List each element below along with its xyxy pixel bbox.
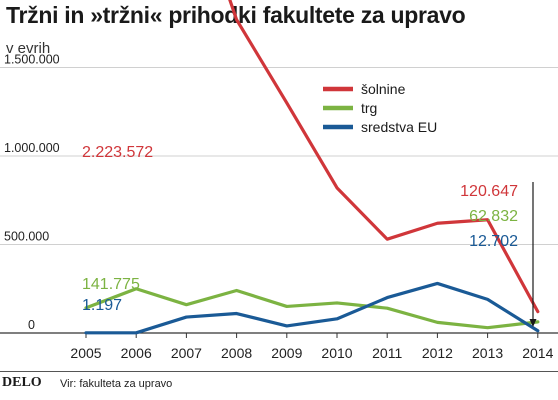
x-tick-label: 2007 <box>171 345 202 361</box>
data-label-last-trg: 62.832 <box>469 208 518 225</box>
grid-layer: 0500.0001.000.0001.500.0002.000.0002.500… <box>0 53 558 361</box>
y-tick-label: 1.000.000 <box>4 141 60 155</box>
x-tick-label: 2014 <box>522 345 553 361</box>
data-label-last-solnine: 120.647 <box>460 183 518 200</box>
y-tick-label: 0 <box>28 318 35 332</box>
legend-label-solnine: šolnine <box>361 81 406 97</box>
unit-label: v evrih <box>6 40 51 57</box>
data-labels: 2.223.572 141.775 1.197 120.647 62.832 12.702 <box>82 144 518 314</box>
x-tick-label: 2013 <box>472 345 503 361</box>
x-tick-label: 2012 <box>422 345 453 361</box>
series-line-sredstva_eu <box>84 281 540 335</box>
legend: šolnine trg sredstva EU <box>323 81 437 135</box>
x-tick-label: 2009 <box>271 345 302 361</box>
x-tick-label: 2005 <box>70 345 101 361</box>
arrow-head <box>529 319 537 327</box>
legend-label-trg: trg <box>361 100 377 116</box>
line-chart: 0500.0001.000.0001.500.0002.000.0002.500… <box>0 0 558 361</box>
callout-arrow <box>529 182 537 327</box>
series-line-solnine <box>228 0 540 314</box>
data-label-first-solnine: 2.223.572 <box>82 144 153 161</box>
data-label-last-sredstva_eu: 12.702 <box>469 233 518 250</box>
footer-divider <box>0 371 558 372</box>
x-tick-label: 2010 <box>321 345 352 361</box>
data-label-first-trg: 141.775 <box>82 276 140 293</box>
series-lines <box>84 0 540 335</box>
series-line-trg <box>84 287 540 330</box>
publisher-logo: DELO <box>2 375 42 390</box>
source-note: Vir: fakulteta za upravo <box>60 378 173 390</box>
legend-label-sredstva_eu: sredstva EU <box>361 119 437 135</box>
data-label-first-sredstva_eu: 1.197 <box>82 297 122 314</box>
y-tick-label: 500.000 <box>4 230 49 244</box>
x-tick-label: 2006 <box>121 345 152 361</box>
y-tick-label: 1.500.000 <box>4 53 60 67</box>
x-tick-label: 2008 <box>221 345 252 361</box>
x-tick-label: 2011 <box>372 345 402 361</box>
